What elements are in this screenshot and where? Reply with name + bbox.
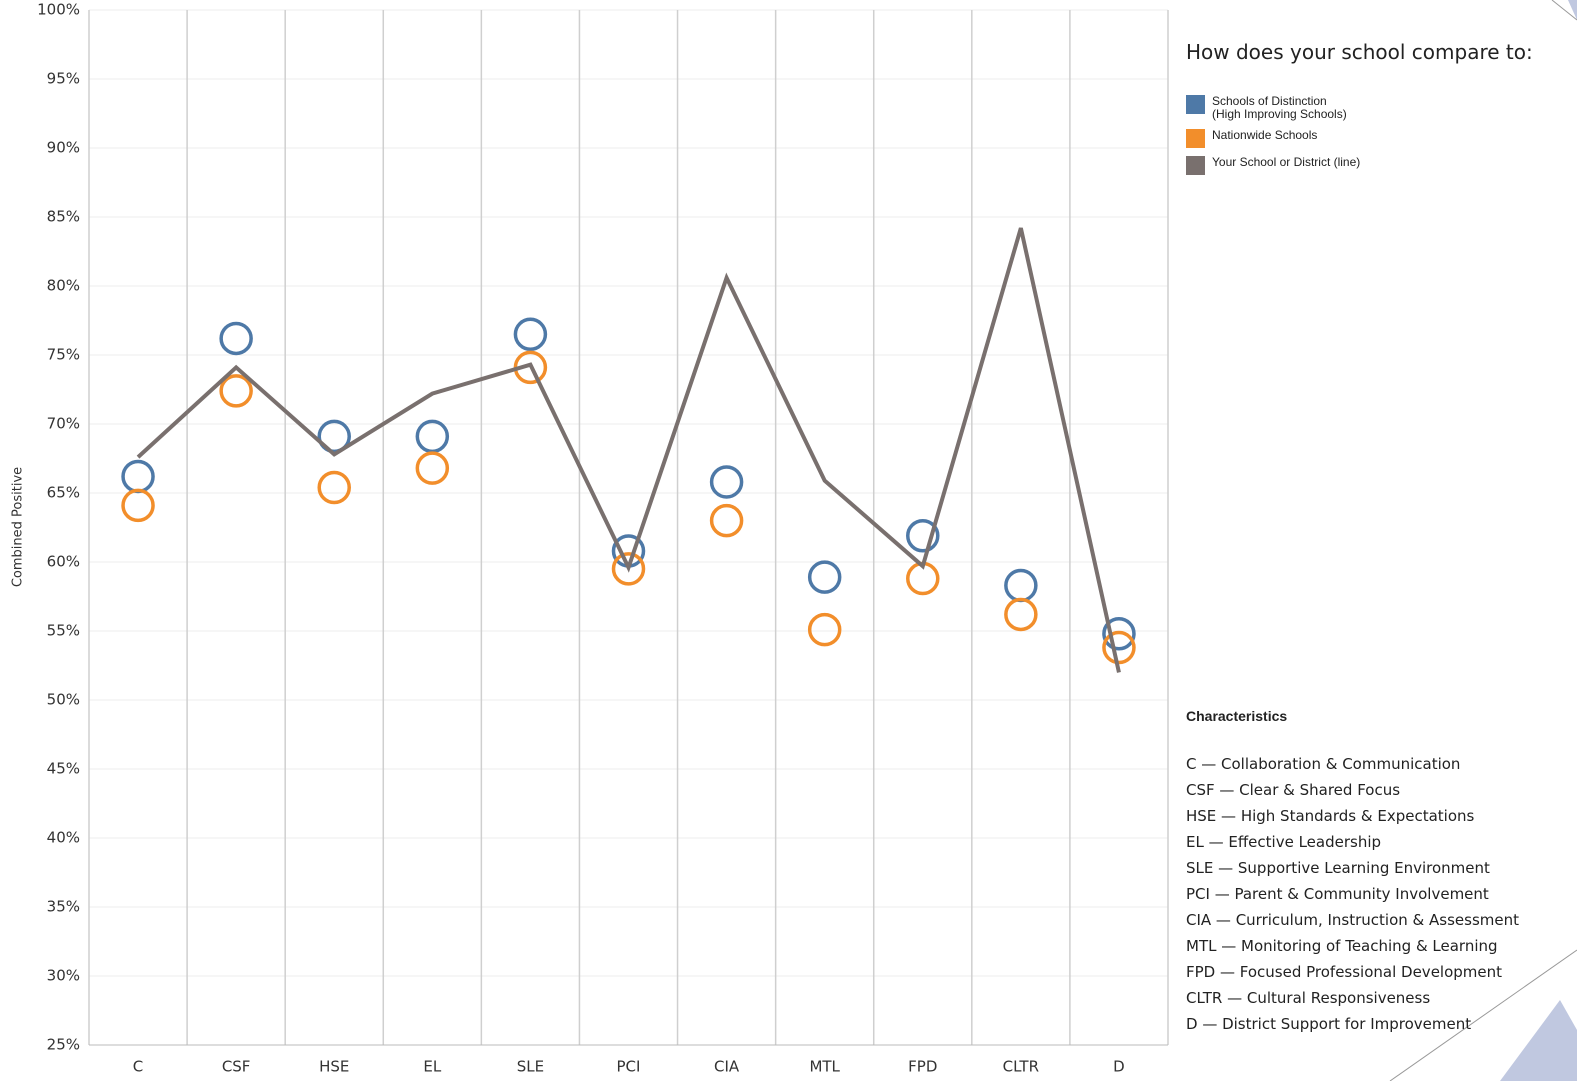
characteristic: CSF — Clear & Shared Focus xyxy=(1186,781,1401,799)
characteristics-title: Characteristics xyxy=(1186,708,1288,724)
characteristic: PCI — Parent & Community Involvement xyxy=(1186,885,1489,903)
data-point xyxy=(121,459,155,494)
characteristic: CLTR — Cultural Responsiveness xyxy=(1186,989,1431,1007)
data-point xyxy=(513,317,548,352)
characteristic: SLE — Supportive Learning Environment xyxy=(1186,859,1490,877)
data-point xyxy=(317,419,351,454)
legend-label: Schools of Distinction (High Improving S… xyxy=(1212,94,1347,121)
y-tick-label: 80% xyxy=(47,277,80,295)
x-tick-label: CLTR xyxy=(1003,1058,1039,1076)
x-tick-label: HSE xyxy=(319,1058,349,1076)
y-tick-label: 60% xyxy=(47,553,80,571)
characteristics-list: C — Collaboration & Communication CSF — C… xyxy=(1186,755,1519,1041)
y-tick-label: 70% xyxy=(47,415,80,433)
data-point xyxy=(219,321,253,356)
data-point xyxy=(807,560,842,594)
y-tick-label: 100% xyxy=(37,1,80,19)
y-tick-label: 25% xyxy=(47,1036,80,1054)
legend-title: How does your school compare to: xyxy=(1186,40,1533,64)
x-tick-label: D xyxy=(1113,1058,1125,1076)
y-tick-label: 40% xyxy=(47,829,80,847)
x-tick-label: EL xyxy=(423,1058,441,1076)
x-tick-label: MTL xyxy=(809,1058,840,1076)
y-tick-label: 45% xyxy=(47,760,80,778)
data-point xyxy=(807,612,842,647)
data-point xyxy=(709,465,744,499)
data-point xyxy=(906,519,940,553)
x-tick-label: FPD xyxy=(908,1058,937,1076)
y-tick-label: 55% xyxy=(47,622,80,640)
x-tick-label: CIA xyxy=(714,1058,740,1076)
data-point xyxy=(219,374,253,408)
data-point xyxy=(1004,568,1038,603)
y-tick-label: 75% xyxy=(47,346,80,364)
legend-item: Schools of Distinction (High Improving S… xyxy=(1186,95,1360,121)
data-point xyxy=(1102,617,1136,651)
y-tick-label: 50% xyxy=(47,691,80,709)
y-tick-label: 35% xyxy=(47,898,80,916)
characteristic: FPD — Focused Professional Development xyxy=(1186,963,1503,981)
series-line xyxy=(136,227,1121,673)
characteristic: HSE — High Standards & Expectations xyxy=(1186,807,1475,825)
legend-swatch xyxy=(1186,129,1205,148)
y-tick-label: 90% xyxy=(47,139,80,157)
legend: Schools of Distinction (High Improving S… xyxy=(1186,95,1360,183)
legend-label: Your School or District (line) xyxy=(1212,155,1361,169)
decoration xyxy=(1568,0,1577,20)
data-point xyxy=(317,470,351,505)
decoration xyxy=(1551,0,1577,21)
characteristic: MTL — Monitoring of Teaching & Learning xyxy=(1186,937,1498,955)
decoration xyxy=(1500,1000,1577,1081)
x-tick-label: PCI xyxy=(617,1058,641,1076)
x-tick-label: CSF xyxy=(222,1058,251,1076)
data-point xyxy=(121,488,155,523)
y-tick-label: 85% xyxy=(47,208,80,226)
characteristic: EL — Effective Leadership xyxy=(1186,833,1382,851)
y-tick-label: 95% xyxy=(47,70,80,88)
y-axis-label: Combined Positive xyxy=(11,467,26,587)
characteristic: C — Collaboration & Communication xyxy=(1186,755,1461,773)
characteristic: D — District Support for Improvement xyxy=(1186,1015,1472,1033)
legend-item: Nationwide Schools xyxy=(1186,129,1360,148)
legend-label: Nationwide Schools xyxy=(1212,128,1318,142)
legend-item: Your School or District (line) xyxy=(1186,156,1360,175)
data-point xyxy=(709,503,744,538)
data-point xyxy=(415,451,450,485)
y-tick-label: 65% xyxy=(47,484,80,502)
data-point xyxy=(611,552,646,586)
decoration xyxy=(1389,949,1577,1081)
y-tick-label: 30% xyxy=(47,967,80,985)
legend-swatch xyxy=(1186,156,1205,175)
x-tick-label: SLE xyxy=(517,1058,544,1076)
data-point xyxy=(1102,630,1136,665)
data-point xyxy=(1004,597,1038,632)
data-point xyxy=(415,419,450,454)
x-tick-label: C xyxy=(133,1058,143,1076)
legend-swatch xyxy=(1186,95,1205,114)
characteristic: CIA — Curriculum, Instruction & Assessme… xyxy=(1186,911,1519,929)
